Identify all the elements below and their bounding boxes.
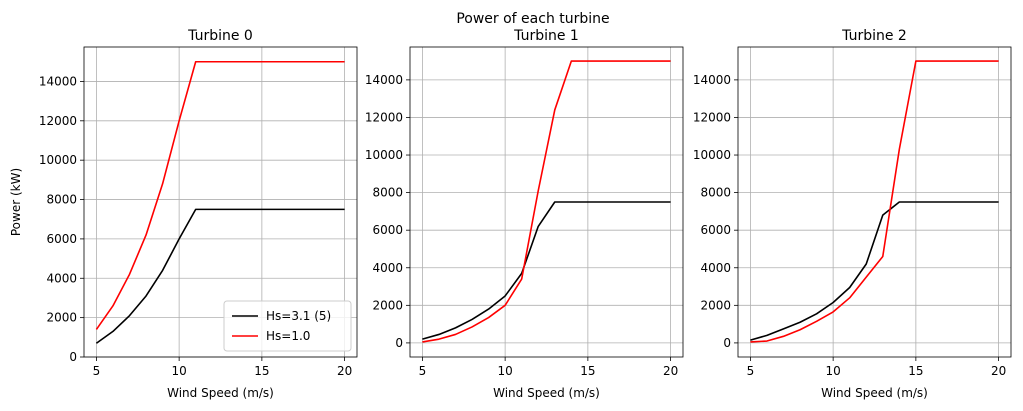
series-line-0 [95,208,345,344]
x-tick-label: 15 [254,364,269,378]
plot-frame [83,46,358,358]
y-tick-label: 0 [723,336,731,350]
y-tick-label: 2000 [700,298,731,312]
x-tick-label: 10 [497,364,512,378]
x-tick-label: 5 [747,364,755,378]
x-axis-label: Wind Speed (m/s) [493,386,600,400]
y-tick-label: 14000 [365,73,403,87]
panel-1: 5 10 15 20 0 2000 4000 6000 8000 10000 12000 14000 T… [365,28,684,400]
panel-0: 5 10 15 20 0 2000 4000 6000 8000 10000 12000 14000 T… [9,28,358,400]
y-tick-label: 2000 [372,298,403,312]
series-line-1 [95,60,345,330]
y-axis-label: Power (kW) [9,168,23,236]
x-tick-label: 15 [908,364,923,378]
suptitle: Power of each turbine [456,11,609,27]
y-tick-label: 14000 [693,73,731,87]
y-tick-label: 10000 [39,153,77,167]
x-tick-label: 10 [825,364,840,378]
legend: Hs=3.1 (5) Hs=1.0 [223,300,352,352]
y-tick-label: 0 [69,350,77,364]
y-tick-label: 4000 [46,271,77,285]
y-tick-label: 6000 [372,223,403,237]
y-tick-label: 4000 [700,261,731,275]
plot-frame [737,46,1012,358]
y-tick-label: 12000 [365,110,403,124]
x-axis-label: Wind Speed (m/s) [821,386,928,400]
series-line-0 [750,201,999,341]
panel-2: 5 10 15 20 0 2000 4000 6000 8000 10000 12000 14000 T… [693,28,1012,400]
y-tick-label: 2000 [46,311,77,325]
y-tick-label: 6000 [46,232,77,246]
legend-label-1: Hs=1.0 [266,329,310,343]
y-tick-label: 8000 [46,193,77,207]
y-tick-label: 0 [395,336,403,350]
y-tick-label: 6000 [700,223,731,237]
y-tick-label: 12000 [693,110,731,124]
plot-frame [409,46,684,358]
x-axis-label: Wind Speed (m/s) [167,386,274,400]
y-tick-label: 8000 [700,186,731,200]
panel-title: Turbine 1 [513,28,579,44]
y-tick-label: 10000 [693,148,731,162]
series-line-1 [750,60,999,343]
series-line-1 [422,60,671,343]
panel-title: Turbine 0 [187,28,253,44]
x-tick-label: 10 [171,364,186,378]
x-tick-label: 20 [991,364,1006,378]
x-tick-label: 5 [419,364,427,378]
x-tick-label: 15 [580,364,595,378]
legend-label-0: Hs=3.1 (5) [266,309,331,323]
legend-box [223,300,352,352]
x-tick-label: 20 [337,364,352,378]
x-tick-label: 5 [93,364,101,378]
x-tick-label: 20 [663,364,678,378]
y-tick-label: 10000 [365,148,403,162]
y-tick-label: 8000 [372,186,403,200]
panel-title: Turbine 2 [841,28,907,44]
y-tick-label: 14000 [39,74,77,88]
y-tick-label: 4000 [372,261,403,275]
y-tick-label: 12000 [39,114,77,128]
series-line-0 [422,201,671,340]
